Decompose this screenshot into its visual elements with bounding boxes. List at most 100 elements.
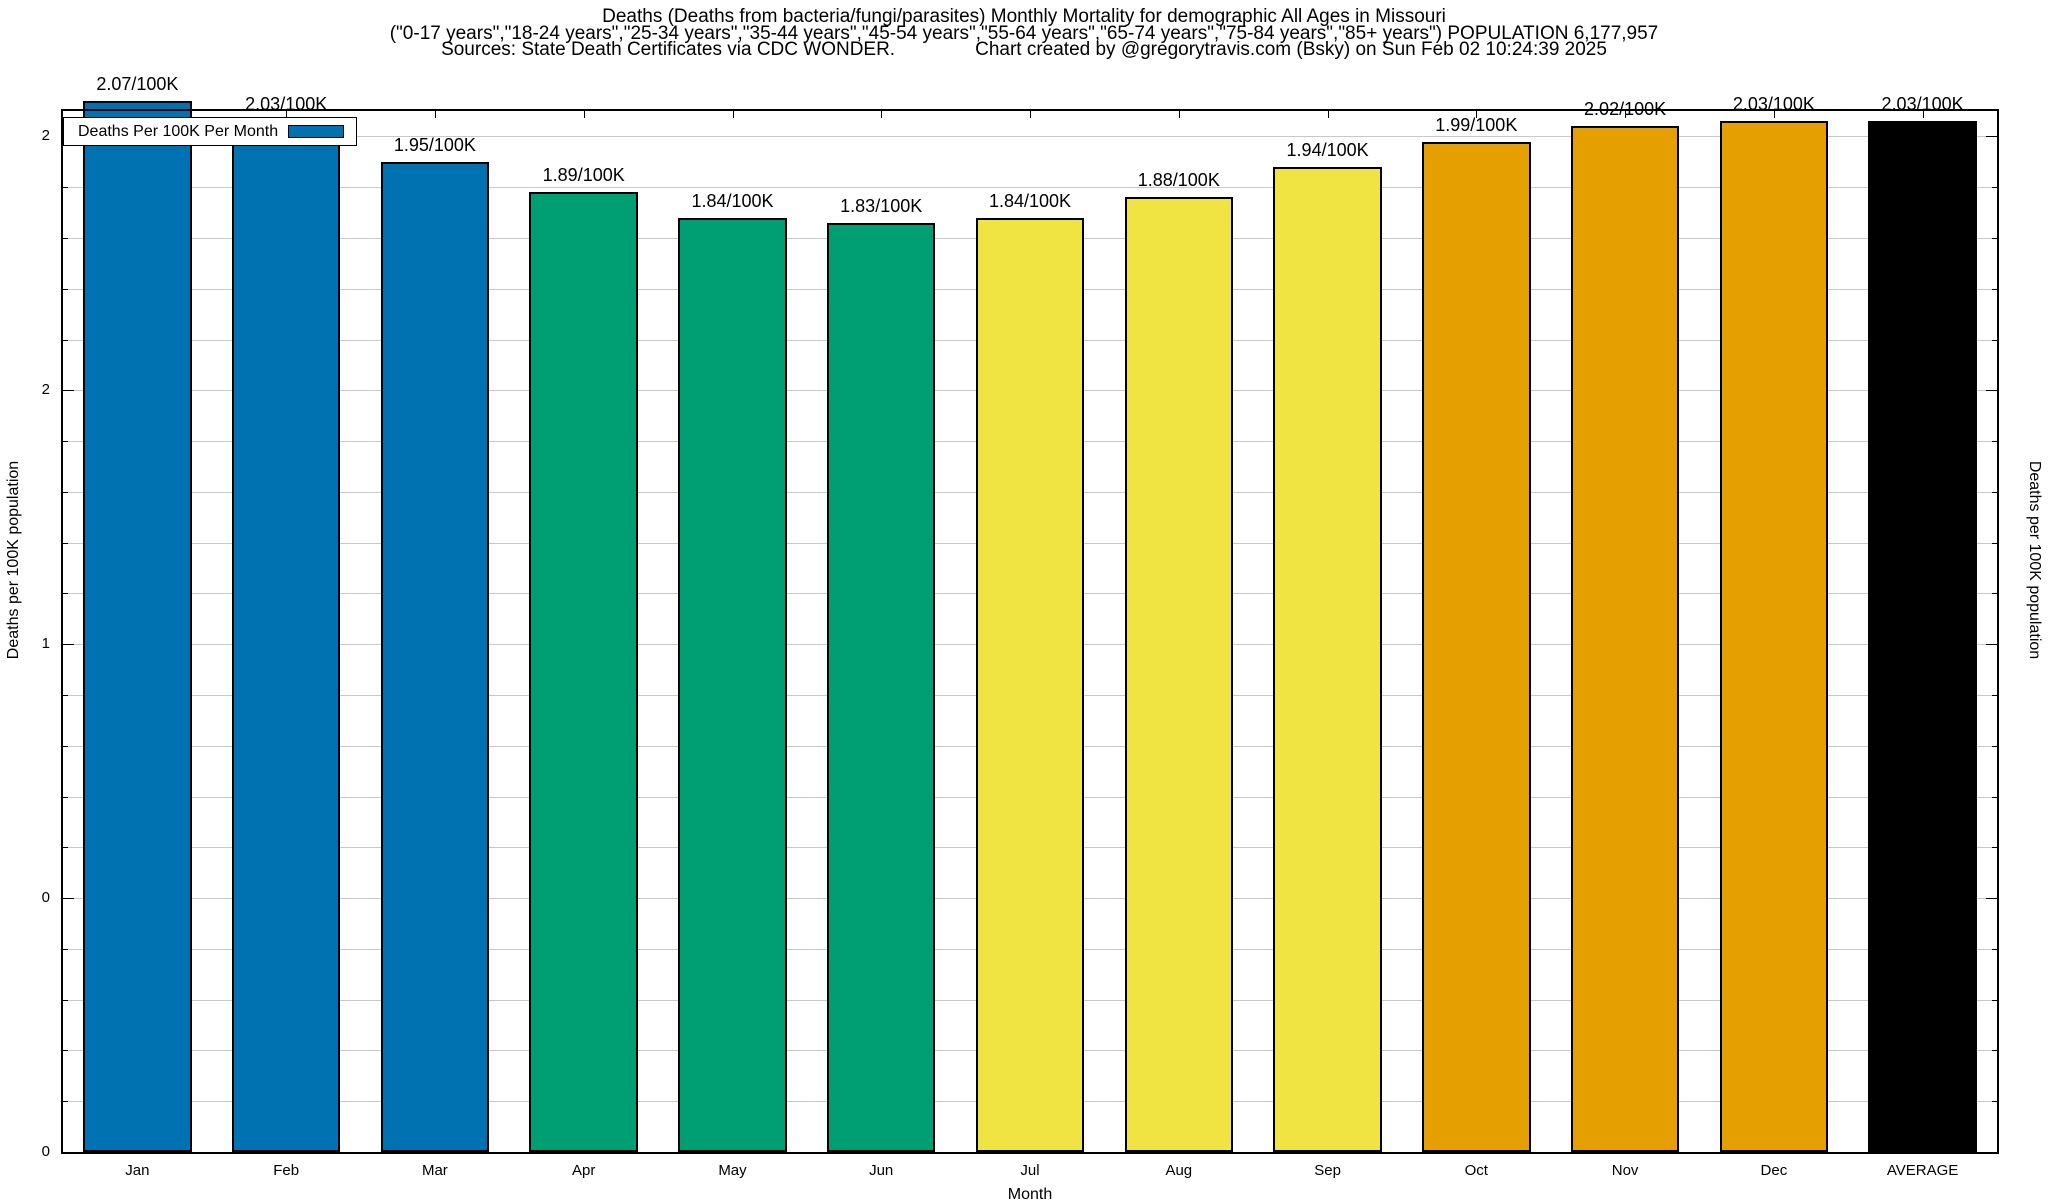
right-tick-mark [1992, 695, 1997, 696]
bar-value-label-jan: 2.07/100K [96, 73, 179, 94]
bar-value-label-nov: 2.02/100K [1584, 99, 1667, 120]
left-tick-mark [63, 999, 68, 1001]
x-tick-label-jun: Jun [869, 1162, 894, 1179]
bar-layer [63, 100, 1997, 1152]
y-axis-label-right: Deaths per 100K population [2026, 460, 2043, 660]
left-tick-mark [63, 238, 68, 239]
bar-value-label-apr: 1.89/100K [542, 165, 625, 186]
bar-value-label-aug: 1.88/100K [1137, 170, 1220, 191]
bar-jul [975, 217, 1085, 1152]
bar-value-label-may: 1.84/100K [691, 190, 774, 211]
right-tick-mark [1992, 238, 1997, 239]
gridline [63, 136, 1997, 138]
left-tick-mark [63, 593, 68, 595]
x-tick-label-may: May [718, 1162, 747, 1179]
chart-titles: Deaths (Deaths from bacteria/fungi/paras… [0, 6, 2048, 60]
x-tick-label-apr: Apr [572, 1162, 596, 1179]
x-tick-label-average: AVERAGE [1886, 1162, 1959, 1179]
right-tick-mark [1992, 1101, 1997, 1103]
right-tick-mark [1986, 136, 1997, 138]
legend-box: Deaths Per 100K Per Month [63, 117, 358, 146]
right-tick-mark [1986, 390, 1997, 392]
left-tick-mark [63, 441, 68, 443]
left-tick-mark [63, 491, 68, 493]
left-tick-mark [63, 644, 74, 646]
top-tick-mark [1178, 111, 1180, 118]
right-tick-mark [1992, 745, 1997, 747]
x-tick-label-sep: Sep [1314, 1162, 1341, 1179]
bar-may [678, 217, 787, 1152]
top-tick-mark [732, 111, 734, 118]
bar-nov [1570, 126, 1680, 1152]
bar-apr [529, 192, 638, 1152]
left-tick-mark [63, 796, 68, 798]
top-tick-mark [1327, 111, 1329, 118]
bar-value-label-mar: 1.95/100K [393, 134, 476, 155]
sources-note: Sources: State Death Certificates via CD… [441, 39, 896, 60]
y-tick-label: 0 [41, 1143, 50, 1160]
right-tick-mark [1992, 796, 1997, 798]
y-tick-label: 0 [41, 889, 50, 907]
right-tick-mark [1992, 542, 1997, 544]
right-tick-mark [1992, 847, 1997, 849]
x-tick-label-dec: Dec [1760, 1162, 1788, 1179]
right-tick-mark [1986, 898, 1997, 900]
left-tick-mark [63, 187, 68, 189]
x-tick-label-feb: Feb [273, 1162, 300, 1179]
value-label-layer: 2.07/100K 2.03/100K 1.95/100K 1.89/100K 1.84… [63, 74, 1997, 1152]
right-tick-mark [1992, 948, 1997, 950]
right-tick-mark [1992, 491, 1997, 493]
x-tick-label-mar: Mar [421, 1162, 448, 1179]
bar-mar [380, 161, 490, 1152]
right-tick-mark [1992, 1050, 1997, 1052]
x-tick-label-oct: Oct [1464, 1162, 1488, 1179]
bar-oct [1422, 141, 1531, 1152]
right-tick-mark [1992, 339, 1997, 341]
legend-label: Deaths Per 100K Per Month [78, 122, 279, 140]
left-tick-mark [63, 847, 68, 849]
bar-value-label-jun: 1.83/100K [840, 195, 923, 216]
bar-value-label-jul: 1.84/100K [988, 190, 1072, 211]
y-tick-label: 2 [41, 127, 50, 145]
bar-feb [231, 121, 341, 1152]
left-tick-mark [63, 1050, 68, 1052]
left-tick-mark [63, 948, 68, 950]
top-tick-mark [583, 111, 585, 118]
top-tick-mark [1030, 111, 1031, 118]
bar-aug [1124, 197, 1234, 1152]
left-tick-mark [63, 1101, 68, 1103]
left-tick-mark [63, 288, 68, 290]
bar-value-label-average: 2.03/100K [1881, 94, 1964, 115]
attribution-note: Chart created by @gregorytravis.com (Bsk… [975, 39, 1607, 60]
chart-title-line3: Sources: State Death Certificates via CD… [0, 39, 2048, 60]
x-tick-label-jan: Jan [125, 1162, 150, 1179]
bar-sep [1273, 166, 1382, 1152]
x-axis-label: Month [1007, 1186, 1053, 1203]
chart-title-line1: Deaths (Deaths from bacteria/fungi/paras… [602, 6, 1446, 27]
plot-area: 2.07/100K 2.03/100K 1.95/100K 1.89/100K 1.84… [61, 74, 1999, 1154]
left-tick-mark [63, 695, 68, 696]
bar-average [1868, 121, 1977, 1152]
bar-value-label-feb: 2.03/100K [245, 94, 328, 115]
left-tick-mark [63, 339, 68, 341]
x-tick-label-nov: Nov [1611, 1162, 1639, 1179]
y-tick-label: 1 [41, 635, 50, 653]
bar-jan [83, 100, 192, 1152]
left-tick-mark [63, 898, 74, 900]
left-tick-mark [63, 542, 68, 544]
bar-jun [826, 222, 936, 1152]
gridline [63, 187, 1997, 189]
x-tick-label-jul: Jul [1020, 1162, 1040, 1179]
right-tick-mark [1992, 593, 1997, 595]
right-tick-mark [1992, 999, 1997, 1001]
top-tick-mark [1476, 111, 1478, 118]
top-tick-mark [1922, 111, 1924, 118]
bar-value-label-sep: 1.94/100K [1286, 139, 1369, 160]
chart-title-line2: ("0-17 years","18-24 years","25-34 years… [389, 22, 1659, 44]
top-tick-mark [1625, 111, 1627, 118]
bar-dec [1719, 121, 1829, 1152]
left-tick-mark [63, 745, 68, 747]
left-tick-mark [63, 390, 74, 392]
y-tick-label: 2 [41, 381, 50, 399]
